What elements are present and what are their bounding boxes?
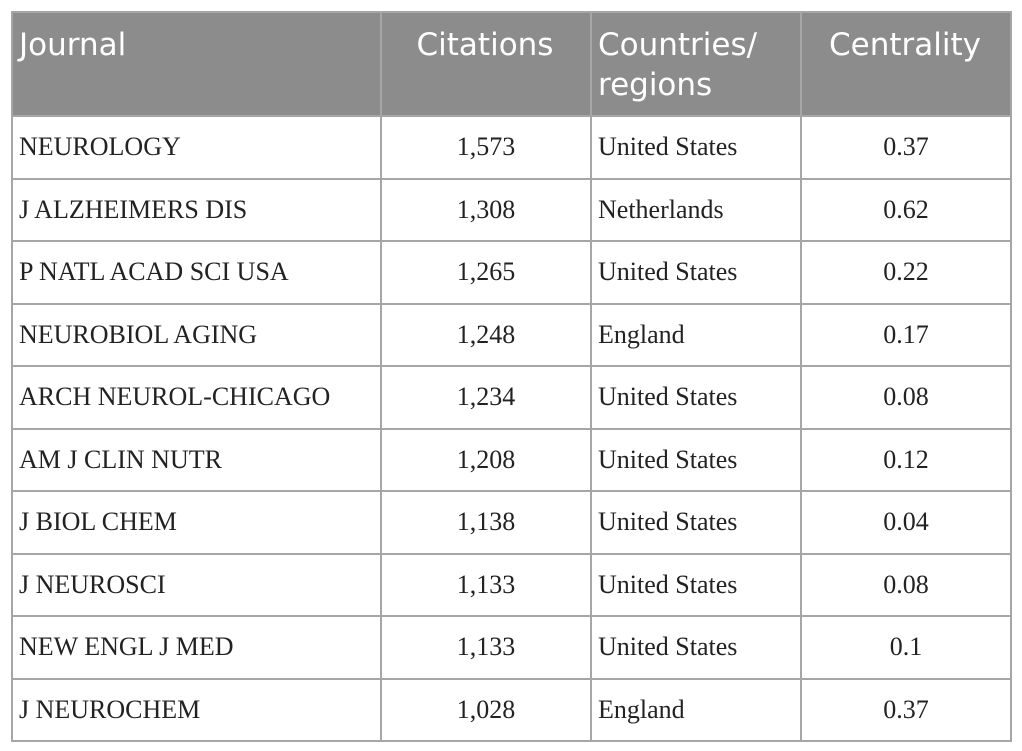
table-row: NEUROBIOL AGING 1,248 England 0.17 <box>11 302 1012 367</box>
table-cell: 1,028 <box>380 677 592 742</box>
table-cell: 0.37 <box>800 677 1012 742</box>
journal-table: Journal Citations Countries/ regions Centra… <box>11 11 1012 742</box>
table-cell: 0.37 <box>800 115 1012 180</box>
table-cell: 1,573 <box>380 115 592 180</box>
table-row: P NATL ACAD SCI USA 1,265 United States 0.2… <box>11 240 1012 305</box>
table-row: J NEUROSCI 1,133 United States 0.08 <box>11 552 1012 617</box>
table-cell: 0.12 <box>800 427 1012 492</box>
table-row: NEUROLOGY 1,573 United States 0.37 <box>11 115 1012 180</box>
table-cell: United States <box>590 552 802 617</box>
table-cell: Netherlands <box>590 177 802 242</box>
table-cell: 0.08 <box>800 552 1012 617</box>
table-cell: England <box>590 677 802 742</box>
table-cell: United States <box>590 115 802 180</box>
table-cell: 1,138 <box>380 490 592 555</box>
table-cell: 0.1 <box>800 615 1012 680</box>
table-cell: United States <box>590 615 802 680</box>
table-cell: 1,248 <box>380 302 592 367</box>
table-row: ARCH NEUROL-CHICAGO 1,234 United States 0.0… <box>11 365 1012 430</box>
header-cell: Journal <box>11 11 382 117</box>
table-cell: P NATL ACAD SCI USA <box>11 240 382 305</box>
table-cell: J BIOL CHEM <box>11 490 382 555</box>
table-cell: 1,308 <box>380 177 592 242</box>
table-cell: 1,133 <box>380 615 592 680</box>
table-cell: United States <box>590 365 802 430</box>
table-cell: England <box>590 302 802 367</box>
table-row: AM J CLIN NUTR 1,208 United States 0.12 <box>11 427 1012 492</box>
table-cell: NEW ENGL J MED <box>11 615 382 680</box>
table-cell: AM J CLIN NUTR <box>11 427 382 492</box>
table-row: J ALZHEIMERS DIS 1,308 Netherlands 0.62 <box>11 177 1012 242</box>
table-cell: 0.08 <box>800 365 1012 430</box>
table-cell: 0.04 <box>800 490 1012 555</box>
table-cell: ARCH NEUROL-CHICAGO <box>11 365 382 430</box>
table-cell: 0.62 <box>800 177 1012 242</box>
table-row: NEW ENGL J MED 1,133 United States 0.1 <box>11 615 1012 680</box>
header-cell: Citations <box>380 11 592 117</box>
table-cell: 1,234 <box>380 365 592 430</box>
table-cell: 1,265 <box>380 240 592 305</box>
table-cell: 1,133 <box>380 552 592 617</box>
table-cell: J NEUROCHEM <box>11 677 382 742</box>
table-cell: 0.17 <box>800 302 1012 367</box>
table-body: NEUROLOGY 1,573 United States 0.37 J ALZHEIM… <box>11 115 1012 742</box>
table-cell: NEUROLOGY <box>11 115 382 180</box>
table-cell: 0.22 <box>800 240 1012 305</box>
header-cell: Countries/ regions <box>590 11 802 117</box>
table-cell: United States <box>590 490 802 555</box>
header-row: Journal Citations Countries/ regions Centra… <box>11 11 1012 117</box>
table-row: J NEUROCHEM 1,028 England 0.37 <box>11 677 1012 742</box>
table-cell: 1,208 <box>380 427 592 492</box>
table-cell: J ALZHEIMERS DIS <box>11 177 382 242</box>
table-cell: United States <box>590 240 802 305</box>
table-cell: J NEUROSCI <box>11 552 382 617</box>
table-cell: United States <box>590 427 802 492</box>
header-cell: Centrality <box>800 11 1012 117</box>
table-row: J BIOL CHEM 1,138 United States 0.04 <box>11 490 1012 555</box>
table-cell: NEUROBIOL AGING <box>11 302 382 367</box>
